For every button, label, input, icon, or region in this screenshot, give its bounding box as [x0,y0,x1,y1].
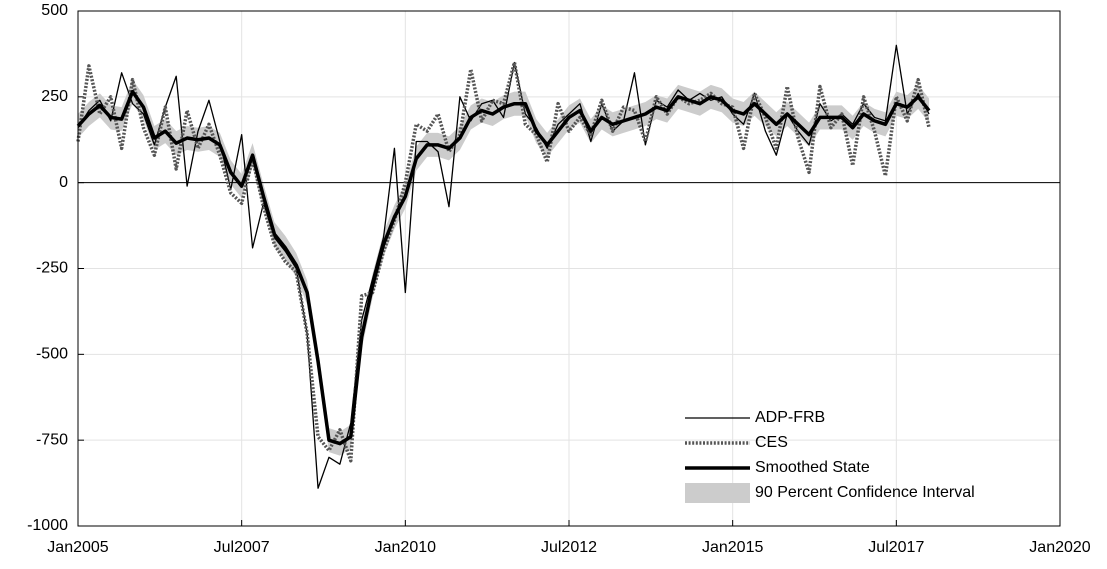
y-tick-label: -250 [36,260,68,277]
y-tick-label: -500 [36,346,68,363]
y-tick-label: 250 [41,88,68,105]
series-line [76,60,931,463]
legend-swatch [685,483,750,503]
y-tick-label: -750 [36,431,68,448]
x-tick-label: Jul2007 [214,539,270,556]
legend-label: 90 Percent Confidence Interval [755,484,975,501]
legend-label: Smoothed State [755,459,870,476]
x-tick-label: Jul2012 [541,539,597,556]
plot-frame [77,10,1061,527]
x-tick-label: Jan2005 [47,539,108,556]
y-tick-label: -1000 [27,517,68,534]
y-tick-label: 500 [41,2,68,19]
x-tick-label: Jul2017 [868,539,924,556]
series-line [76,89,931,446]
legend-label: ADP-FRB [755,409,825,426]
legend-label: CES [755,434,788,451]
x-tick-label: Jan2010 [375,539,436,556]
x-tick-label: Jan2015 [702,539,763,556]
y-tick-label: 0 [59,174,68,191]
x-tick-label: Jan2020 [1029,539,1090,556]
